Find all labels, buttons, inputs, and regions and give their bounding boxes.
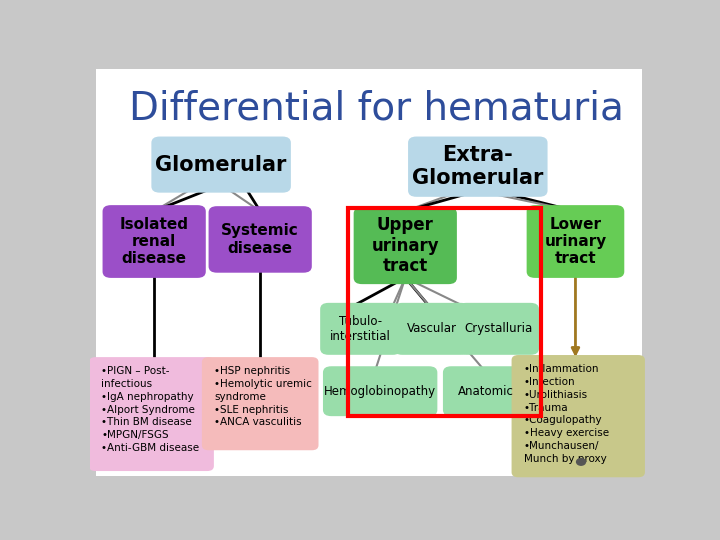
FancyBboxPatch shape	[443, 366, 529, 416]
FancyBboxPatch shape	[354, 207, 457, 284]
Text: Tubulo-
interstitial: Tubulo- interstitial	[330, 315, 391, 343]
Text: Differential for hematuria: Differential for hematuria	[129, 90, 624, 127]
FancyBboxPatch shape	[89, 357, 214, 471]
Text: Vascular: Vascular	[407, 322, 456, 335]
Text: Hemoglobinopathy: Hemoglobinopathy	[324, 384, 436, 397]
Text: Glomerular: Glomerular	[156, 154, 287, 174]
Text: Lower
urinary
tract: Lower urinary tract	[544, 217, 606, 266]
FancyBboxPatch shape	[96, 69, 642, 476]
FancyBboxPatch shape	[151, 137, 291, 193]
FancyBboxPatch shape	[209, 206, 312, 273]
Text: Upper
urinary
tract: Upper urinary tract	[372, 216, 439, 275]
Bar	[348, 208, 541, 416]
FancyBboxPatch shape	[458, 303, 539, 355]
FancyBboxPatch shape	[102, 205, 206, 278]
FancyBboxPatch shape	[323, 366, 437, 416]
Text: •Inflammation
•Infection
•Urolithiasis
•Trauma
•Coagulopathy
•Heavy exercise
•Mu: •Inflammation •Infection •Urolithiasis •…	[524, 364, 609, 464]
FancyBboxPatch shape	[320, 303, 401, 355]
Text: Crystalluria: Crystalluria	[464, 322, 533, 335]
Text: Isolated
renal
disease: Isolated renal disease	[120, 217, 189, 266]
Text: Extra-
Glomerular: Extra- Glomerular	[412, 145, 544, 188]
Text: •PIGN – Post-
infectious
•IgA nephropathy
•Alport Syndrome
•Thin BM disease
•MPG: •PIGN – Post- infectious •IgA nephropath…	[101, 366, 199, 453]
FancyBboxPatch shape	[512, 355, 645, 477]
Text: Anatomic: Anatomic	[458, 384, 514, 397]
FancyBboxPatch shape	[202, 357, 318, 450]
FancyBboxPatch shape	[526, 205, 624, 278]
FancyBboxPatch shape	[408, 137, 547, 197]
Text: Systemic
disease: Systemic disease	[221, 223, 299, 255]
Text: •HSP nephritis
•Hemolytic uremic
syndrome
•SLE nephritis
•ANCA vasculitis: •HSP nephritis •Hemolytic uremic syndrom…	[214, 366, 312, 428]
Circle shape	[577, 458, 585, 465]
FancyBboxPatch shape	[394, 303, 469, 355]
